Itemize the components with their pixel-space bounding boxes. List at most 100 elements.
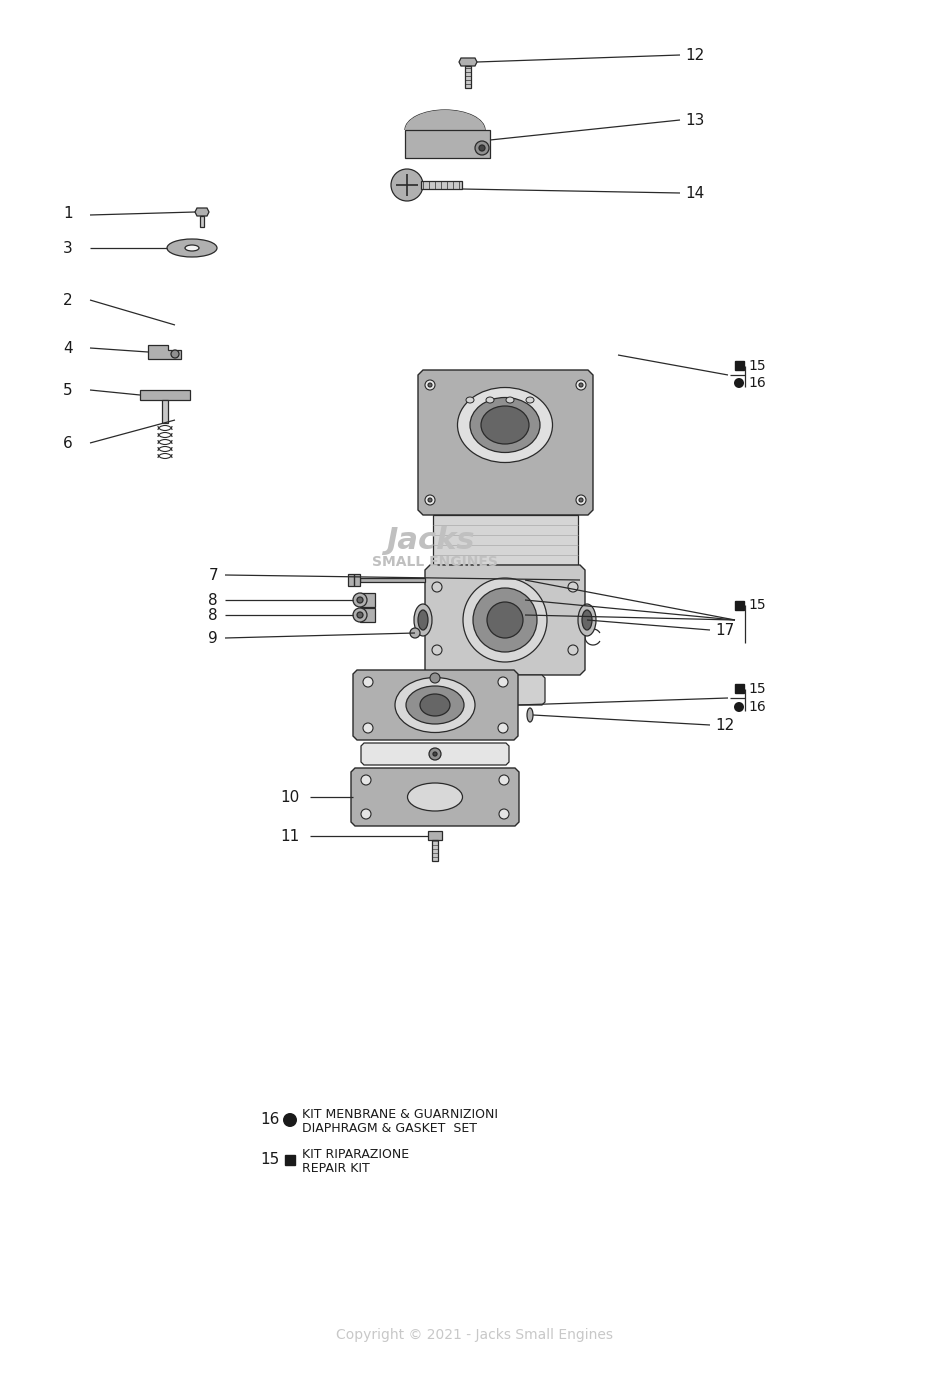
Circle shape	[353, 592, 367, 608]
Circle shape	[579, 383, 583, 387]
Ellipse shape	[408, 783, 463, 811]
Circle shape	[432, 645, 442, 655]
Text: 10: 10	[281, 790, 300, 805]
Circle shape	[363, 677, 373, 686]
Circle shape	[363, 724, 373, 733]
Circle shape	[463, 579, 547, 661]
Polygon shape	[162, 400, 168, 423]
Circle shape	[499, 809, 509, 819]
Polygon shape	[418, 370, 593, 515]
Circle shape	[568, 645, 578, 655]
Circle shape	[430, 673, 440, 684]
Bar	[735, 684, 744, 693]
Circle shape	[475, 141, 489, 155]
Bar	[735, 360, 744, 370]
Ellipse shape	[418, 610, 428, 630]
Text: 7: 7	[208, 568, 218, 583]
Text: 17: 17	[715, 623, 734, 638]
Circle shape	[361, 809, 371, 819]
Text: 3: 3	[64, 240, 73, 255]
Text: 15: 15	[260, 1153, 280, 1167]
Ellipse shape	[414, 603, 432, 637]
Circle shape	[432, 581, 442, 592]
Text: 16: 16	[260, 1113, 280, 1127]
Ellipse shape	[395, 678, 475, 732]
Circle shape	[734, 378, 744, 388]
Circle shape	[568, 581, 578, 592]
Text: 15: 15	[748, 682, 766, 696]
Text: 14: 14	[685, 185, 704, 200]
Ellipse shape	[506, 396, 514, 403]
Text: 12: 12	[715, 718, 734, 732]
Circle shape	[283, 1113, 297, 1127]
Text: 15: 15	[748, 359, 766, 373]
Text: SMALL ENGINES: SMALL ENGINES	[372, 555, 498, 569]
Ellipse shape	[527, 708, 533, 722]
Ellipse shape	[458, 388, 553, 463]
Circle shape	[353, 608, 367, 621]
Text: 15: 15	[748, 598, 766, 612]
Polygon shape	[465, 675, 545, 704]
Text: KIT MENBRANE & GUARNIZIONI: KIT MENBRANE & GUARNIZIONI	[302, 1108, 498, 1120]
Bar	[735, 601, 744, 610]
Ellipse shape	[486, 396, 494, 403]
Circle shape	[391, 168, 423, 202]
Circle shape	[433, 753, 437, 755]
Polygon shape	[433, 515, 578, 565]
Text: KIT RIPARAZIONE: KIT RIPARAZIONE	[302, 1148, 409, 1160]
Circle shape	[361, 775, 371, 784]
Polygon shape	[351, 768, 519, 826]
Circle shape	[479, 145, 485, 151]
Polygon shape	[459, 58, 477, 66]
Text: Copyright © 2021 - Jacks Small Engines: Copyright © 2021 - Jacks Small Engines	[336, 1329, 614, 1342]
Ellipse shape	[470, 398, 540, 453]
Text: 13: 13	[685, 112, 704, 127]
Circle shape	[487, 602, 523, 638]
Text: Jacks: Jacks	[386, 526, 474, 555]
Circle shape	[734, 702, 744, 713]
Bar	[285, 1155, 295, 1166]
Text: 16: 16	[748, 376, 766, 389]
Polygon shape	[361, 743, 509, 765]
Polygon shape	[195, 209, 209, 215]
Polygon shape	[360, 608, 375, 621]
Polygon shape	[360, 592, 375, 608]
Circle shape	[473, 588, 537, 652]
Text: 9: 9	[208, 631, 218, 645]
Polygon shape	[465, 66, 471, 88]
Text: 4: 4	[64, 341, 73, 355]
Polygon shape	[405, 130, 490, 157]
Polygon shape	[148, 345, 181, 359]
Text: 8: 8	[208, 608, 218, 623]
Text: 1: 1	[64, 206, 73, 221]
Text: 8: 8	[208, 592, 218, 608]
Text: REPAIR KIT: REPAIR KIT	[302, 1163, 370, 1175]
Polygon shape	[432, 840, 438, 860]
Polygon shape	[360, 579, 425, 581]
Polygon shape	[425, 565, 585, 675]
Text: 2: 2	[64, 293, 73, 308]
Circle shape	[499, 775, 509, 784]
Text: 5: 5	[64, 383, 73, 398]
Text: 6: 6	[64, 435, 73, 450]
Circle shape	[576, 380, 586, 389]
Polygon shape	[140, 389, 190, 400]
Polygon shape	[405, 110, 485, 130]
Polygon shape	[428, 831, 442, 840]
Circle shape	[425, 380, 435, 389]
Polygon shape	[353, 670, 518, 740]
Polygon shape	[200, 215, 204, 226]
Circle shape	[579, 499, 583, 503]
Ellipse shape	[481, 406, 529, 445]
Circle shape	[428, 499, 432, 503]
Text: 11: 11	[281, 829, 300, 844]
Ellipse shape	[582, 610, 592, 630]
Ellipse shape	[406, 686, 464, 724]
Circle shape	[410, 628, 420, 638]
Circle shape	[357, 612, 363, 619]
Polygon shape	[421, 181, 462, 189]
Circle shape	[498, 724, 508, 733]
Circle shape	[425, 494, 435, 505]
Ellipse shape	[167, 239, 217, 257]
Text: 12: 12	[685, 47, 704, 62]
